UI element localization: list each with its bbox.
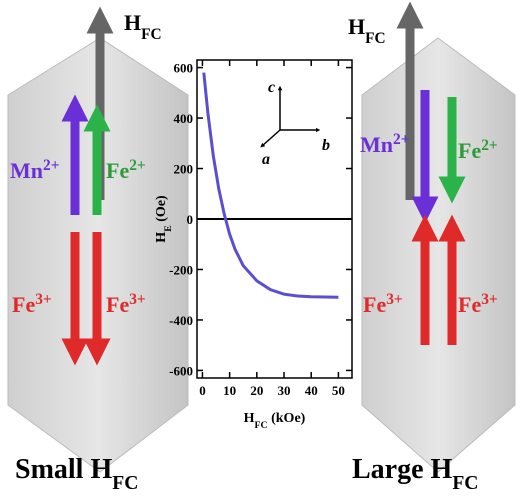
x-axis-label-part: FC: [255, 420, 268, 431]
y-axis-label: HE (Oe): [154, 195, 174, 243]
ion-label-part: 2+: [129, 157, 145, 174]
x-axis-label-part: (kOe): [268, 411, 306, 426]
ion-label-part: Mn: [10, 158, 43, 183]
caption-part: FC: [112, 473, 138, 494]
ion-label-part: Fe: [458, 292, 481, 317]
ion-label-part: Fe: [363, 292, 386, 317]
data-line: [202, 72, 339, 299]
spin-arrows: [61, 1, 466, 366]
crystal-axis-label: a: [262, 151, 270, 168]
ion-label: Fe2+: [106, 157, 146, 184]
field-label-part: FC: [365, 30, 386, 47]
y-tick-label: -400: [169, 313, 193, 328]
field-label: HFC: [124, 10, 162, 43]
ion-label: Fe3+: [106, 291, 146, 318]
y-tick-label: 0: [187, 212, 194, 227]
x-tick-label: 0: [199, 383, 206, 398]
crystal-axis-label: c: [268, 79, 275, 96]
field-label-part: FC: [141, 26, 162, 43]
ion-label-part: 2+: [481, 137, 497, 154]
ion-label-part: Fe: [12, 292, 35, 317]
y-axis-label-part: (Oe): [154, 195, 169, 225]
field-label: HFC: [348, 14, 386, 47]
x-tick-label: 10: [223, 383, 236, 398]
y-tick-label: -600: [169, 363, 193, 378]
ion-label: Fe3+: [12, 291, 52, 318]
ion-label-part: Fe: [106, 292, 129, 317]
crystal-axis-label: b: [322, 137, 330, 154]
field-label-part: H: [124, 10, 141, 35]
ion-label-part: 3+: [129, 291, 145, 308]
ion-label-part: Mn: [360, 132, 393, 157]
x-axis-label-part: H: [244, 411, 255, 426]
x-tick-label: 40: [305, 383, 318, 398]
y-axis-label-part: E: [163, 225, 174, 232]
caption: Large HFC: [352, 454, 478, 494]
ion-label: Fe3+: [363, 291, 403, 318]
caption-part: Small H: [15, 454, 112, 485]
ion-label-part: Fe: [106, 158, 129, 183]
ion-label-part: 3+: [386, 291, 402, 308]
ion-label: Mn2+: [10, 157, 59, 184]
x-axis-label: HFC (kOe): [244, 411, 306, 431]
y-tick-label: 400: [174, 111, 194, 126]
ion-label-part: 2+: [393, 131, 409, 148]
y-tick-label: 600: [174, 61, 194, 76]
caption-part: FC: [452, 473, 478, 494]
ion-label: Mn2+: [360, 131, 409, 158]
y-tick-label: -200: [169, 262, 193, 277]
axis-a: [260, 129, 281, 148]
x-tick-label: 50: [332, 383, 345, 398]
ion-label-part: 3+: [481, 291, 497, 308]
field-label-part: H: [348, 14, 365, 39]
ion-label-part: Fe: [458, 138, 481, 163]
y-tick-label: 200: [174, 162, 194, 177]
x-tick-label: 30: [278, 383, 291, 398]
ion-label: Fe2+: [458, 137, 498, 164]
crystal-right: [361, 37, 516, 473]
caption: Small HFC: [15, 454, 138, 494]
inset-axes: [260, 85, 321, 148]
y-axis-label-part: H: [154, 232, 169, 243]
x-tick-label: 20: [250, 383, 263, 398]
ion-label-part: 3+: [35, 291, 51, 308]
ion-label: Fe3+: [458, 291, 498, 318]
ion-label-part: 2+: [43, 157, 59, 174]
caption-part: Large H: [352, 454, 453, 485]
